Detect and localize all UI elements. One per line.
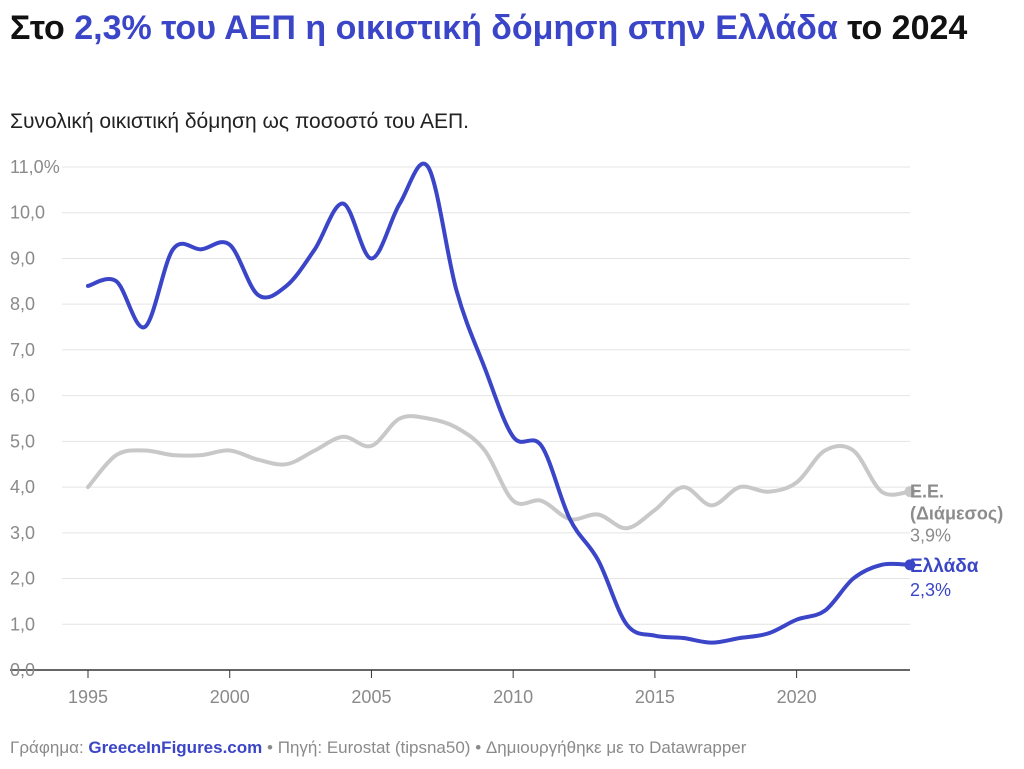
y-axis-ticks: 0,0 1,0 2,0 3,0 4,0 5,0 6,0 7,0 8,0 9,0 10,0 11,0%: [10, 157, 60, 680]
title-text-end: το 2024: [837, 9, 968, 47]
chart-subtitle: Συνολική οικιστική δόμηση ως ποσοστό του…: [10, 110, 469, 133]
footer-source: Πηγή: Eurostat (tipsna50): [277, 738, 471, 757]
y-tick-label: 6,0: [10, 386, 35, 406]
footer-made-with: Δημιουργήθηκε με το Datawrapper: [485, 738, 747, 757]
y-tick-label: 3,0: [10, 523, 35, 543]
x-tick-label: 2010: [493, 687, 533, 707]
series-line-eu-median: [86, 414, 912, 531]
y-tick-label: 9,0: [10, 248, 35, 268]
series-end-labels: Ε.Ε.(Διάμεσος)3,9% Ελλάδα 2,3%: [910, 482, 1003, 600]
y-tick-label: 2,0: [10, 569, 35, 589]
x-tick-label: 2020: [777, 687, 817, 707]
y-tick-label: 8,0: [10, 294, 35, 314]
series-value-eu-median: 3,9%: [910, 526, 951, 546]
series-value-greece: 2,3%: [910, 580, 951, 600]
y-tick-label: 4,0: [10, 477, 35, 497]
title-text-start: Στο: [10, 9, 75, 47]
grid-lines: [10, 166, 910, 671]
series-line-greece: [86, 161, 912, 645]
series-label-eu-median: Ε.Ε.: [910, 482, 944, 502]
y-tick-label: 1,0: [10, 614, 35, 634]
chart-title: Στο 2,3% του ΑΕΠ η οικιστική δόμηση στην…: [10, 6, 1000, 50]
series-end-dot-eu-median: [904, 486, 916, 498]
footer-separator: •: [267, 738, 273, 757]
x-tick-label: 1995: [68, 687, 108, 707]
x-axis-ticks: 1995 2000 2005 2010 2015 2020: [68, 670, 817, 707]
y-tick-label: 7,0: [10, 340, 35, 360]
y-tick-label: 10,0: [10, 203, 45, 223]
y-tick-label: 0,0: [10, 660, 35, 680]
footer-graph-label: Γράφημα:: [10, 738, 84, 757]
x-tick-label: 2015: [635, 687, 675, 707]
x-tick-label: 2000: [210, 687, 250, 707]
footer-brand-link[interactable]: GreeceInFigures.com: [88, 738, 263, 757]
series-label-eu-median: (Διάμεσος): [910, 504, 1003, 524]
series-lines: [86, 161, 916, 645]
chart-footer: Γράφημα: GreeceInFigures.com • Πηγή: Eur…: [10, 738, 746, 758]
line-chart: 0,01,02,03,04,05,06,07,08,09,010,011,0% …: [10, 157, 1003, 707]
y-tick-label: 5,0: [10, 431, 35, 451]
footer-separator: •: [475, 738, 482, 757]
y-tick-label: 11,0%: [10, 157, 60, 177]
title-highlight: 2,3% του ΑΕΠ η οικιστική δόμηση στην Ελλ…: [74, 9, 838, 47]
series-end-dot-greece: [904, 559, 916, 571]
series-label-greece: Ελλάδα: [910, 556, 979, 577]
x-tick-label: 2005: [351, 687, 391, 707]
